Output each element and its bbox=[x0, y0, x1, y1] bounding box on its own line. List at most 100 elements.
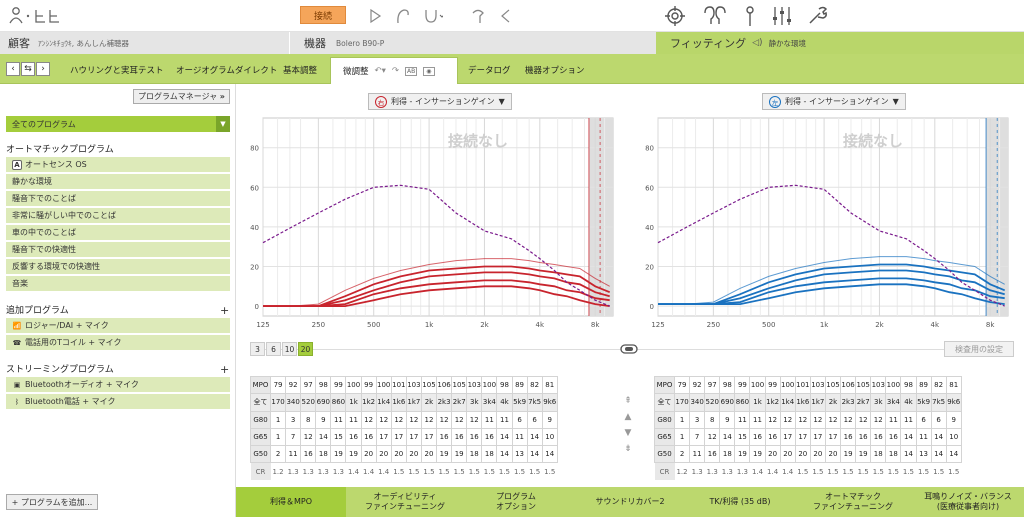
table-cell[interactable]: 170 bbox=[673, 393, 691, 412]
table-cell[interactable]: 19 bbox=[855, 445, 872, 464]
decrease-all-icon[interactable]: ⇟ bbox=[624, 444, 632, 454]
row-label[interactable]: G80 bbox=[250, 410, 271, 429]
table-cell[interactable]: 1k6 bbox=[390, 393, 407, 412]
table-cell[interactable]: 19 bbox=[345, 445, 362, 464]
table-cell[interactable]: 11 bbox=[885, 410, 902, 429]
table-cell[interactable]: 8 bbox=[300, 410, 317, 429]
table-cell[interactable]: 12 bbox=[466, 410, 483, 429]
table-cell[interactable]: 20 bbox=[794, 445, 811, 464]
table-cell[interactable]: 12 bbox=[794, 410, 811, 429]
increase-all-icon[interactable]: ⇞ bbox=[624, 396, 632, 406]
row-label[interactable]: G65 bbox=[250, 427, 271, 447]
left-gain-dropdown[interactable]: 左 利得 - インサーションゲイン ▼ bbox=[762, 93, 906, 110]
program-item-roger[interactable]: 📶 ロジャー/DAI + マイク bbox=[6, 318, 230, 334]
table-cell[interactable]: 14 bbox=[945, 445, 962, 464]
table-cell[interactable]: 12 bbox=[870, 410, 887, 429]
table-cell[interactable]: 2 bbox=[269, 445, 287, 464]
table-cell[interactable]: 20 bbox=[375, 445, 392, 464]
table-cell[interactable]: 11 bbox=[481, 410, 498, 429]
tab-tinnitus-balance[interactable]: 耳鳴りノイズ・バランス (医療従事者向け) bbox=[912, 487, 1024, 517]
table-cell[interactable]: 2k bbox=[420, 393, 438, 412]
connect-button[interactable]: 接続 bbox=[300, 6, 346, 24]
tab-datalog[interactable]: データログ bbox=[468, 66, 511, 76]
tab-device-options[interactable]: 機器オプション bbox=[525, 66, 585, 76]
table-cell[interactable]: 1k7 bbox=[809, 393, 826, 412]
table-cell[interactable]: 16 bbox=[466, 427, 483, 447]
table-cell[interactable]: 12 bbox=[375, 410, 392, 429]
fitting-info[interactable]: フィッティング ◁) 静かな環境 bbox=[656, 32, 1024, 54]
swap-arrows-icon[interactable]: ⇆ bbox=[21, 62, 35, 76]
program-item-car[interactable]: 車の中でのことば bbox=[6, 225, 230, 241]
table-cell[interactable]: 4k bbox=[496, 393, 513, 412]
table-cell[interactable]: 12 bbox=[390, 410, 407, 429]
table-cell[interactable]: 6 bbox=[511, 410, 528, 429]
link-ears-icon[interactable] bbox=[620, 342, 638, 356]
table-cell[interactable]: 11 bbox=[496, 410, 513, 429]
table-cell[interactable]: 7k5 bbox=[930, 393, 947, 412]
table-cell[interactable]: 18 bbox=[719, 445, 736, 464]
table-cell[interactable]: 11 bbox=[900, 410, 917, 429]
table-cell[interactable]: 16 bbox=[870, 427, 887, 447]
table-cell[interactable]: 12 bbox=[360, 410, 377, 429]
band-20[interactable]: 20 bbox=[298, 342, 313, 356]
table-cell[interactable]: 9k6 bbox=[945, 393, 962, 412]
user-icon[interactable] bbox=[8, 6, 62, 26]
table-cell[interactable]: 2k7 bbox=[451, 393, 468, 412]
table-cell[interactable]: 16 bbox=[360, 427, 377, 447]
all-programs-select[interactable]: 全てのプログラム ▼ bbox=[6, 116, 230, 132]
table-cell[interactable]: 14 bbox=[496, 445, 513, 464]
tab-basic-adjust[interactable]: 基本調整 bbox=[283, 66, 318, 76]
table-cell[interactable]: 18 bbox=[885, 445, 902, 464]
program-item-bt-phone[interactable]: ᛒ Bluetooth電話 + マイク bbox=[6, 394, 230, 410]
table-cell[interactable]: 17 bbox=[420, 427, 438, 447]
table-cell[interactable]: 16 bbox=[855, 427, 872, 447]
redo-icon[interactable]: ↷ bbox=[391, 66, 400, 76]
table-cell[interactable]: 6 bbox=[930, 410, 947, 429]
ab-compare-icon[interactable]: AB bbox=[405, 66, 418, 76]
exam-settings-button[interactable]: 検査用の設定 bbox=[944, 341, 1014, 357]
table-cell[interactable]: 12 bbox=[824, 410, 842, 429]
table-cell[interactable]: 16 bbox=[300, 445, 317, 464]
tab-feedback-test[interactable]: ハウリングと実耳テスト bbox=[70, 66, 164, 76]
add-additional-program-icon[interactable]: + bbox=[220, 304, 230, 317]
table-cell[interactable]: 690 bbox=[315, 393, 332, 412]
program-item-comfort-echo[interactable]: 反響する環境での快適性 bbox=[6, 259, 230, 275]
table-cell[interactable]: 18 bbox=[870, 445, 887, 464]
right-gain-dropdown[interactable]: 右 利得 - インサーションゲイン ▼ bbox=[368, 93, 512, 110]
table-cell[interactable]: 19 bbox=[451, 445, 468, 464]
table-cell[interactable]: 170 bbox=[269, 393, 287, 412]
table-cell[interactable]: 3 bbox=[285, 410, 302, 429]
table-cell[interactable]: 11 bbox=[749, 410, 766, 429]
prev-arrow-icon[interactable]: ‹ bbox=[6, 62, 20, 76]
chevron-down-icon[interactable]: ▼ bbox=[216, 116, 230, 132]
table-cell[interactable]: 19 bbox=[330, 445, 347, 464]
table-cell[interactable]: 9k6 bbox=[541, 393, 558, 412]
table-cell[interactable]: 11 bbox=[345, 410, 362, 429]
table-cell[interactable]: 3k bbox=[870, 393, 887, 412]
table-cell[interactable]: 16 bbox=[885, 427, 902, 447]
tab-soundrecover[interactable]: サウンドリカバー2 bbox=[595, 497, 665, 506]
tab-gain-mpo[interactable]: 利得＆MPO bbox=[236, 487, 346, 517]
table-cell[interactable]: 18 bbox=[315, 445, 332, 464]
table-cell[interactable]: 690 bbox=[719, 393, 736, 412]
table-cell[interactable]: 19 bbox=[436, 445, 453, 464]
program-item-quiet[interactable]: 静かな環境 bbox=[6, 174, 230, 190]
device-icon[interactable] bbox=[423, 6, 443, 26]
table-cell[interactable]: 11 bbox=[689, 445, 706, 464]
program-item-loud-noise[interactable]: 非常に騒がしい中でのことば bbox=[6, 208, 230, 224]
table-cell[interactable]: 9 bbox=[315, 410, 332, 429]
row-label[interactable]: 全て bbox=[250, 393, 271, 412]
program-item-tcoil[interactable]: ☎ 電話用のTコイル + マイク bbox=[6, 335, 230, 351]
table-cell[interactable]: 14 bbox=[496, 427, 513, 447]
table-cell[interactable]: 20 bbox=[360, 445, 377, 464]
table-cell[interactable]: 1 bbox=[673, 427, 691, 447]
camera-icon[interactable]: ◉ bbox=[423, 66, 435, 76]
table-cell[interactable]: 13 bbox=[915, 445, 932, 464]
row-label[interactable]: 全て bbox=[654, 393, 675, 412]
tab-audiogram-direct[interactable]: オージオグラムダイレクト bbox=[176, 66, 278, 76]
table-cell[interactable]: 7 bbox=[285, 427, 302, 447]
table-cell[interactable]: 14 bbox=[900, 445, 917, 464]
table-cell[interactable]: 1k2 bbox=[764, 393, 781, 412]
target-icon[interactable] bbox=[663, 4, 687, 28]
tab-auto-fine-tuning[interactable]: オートマチック ファインチューニング bbox=[798, 487, 908, 517]
